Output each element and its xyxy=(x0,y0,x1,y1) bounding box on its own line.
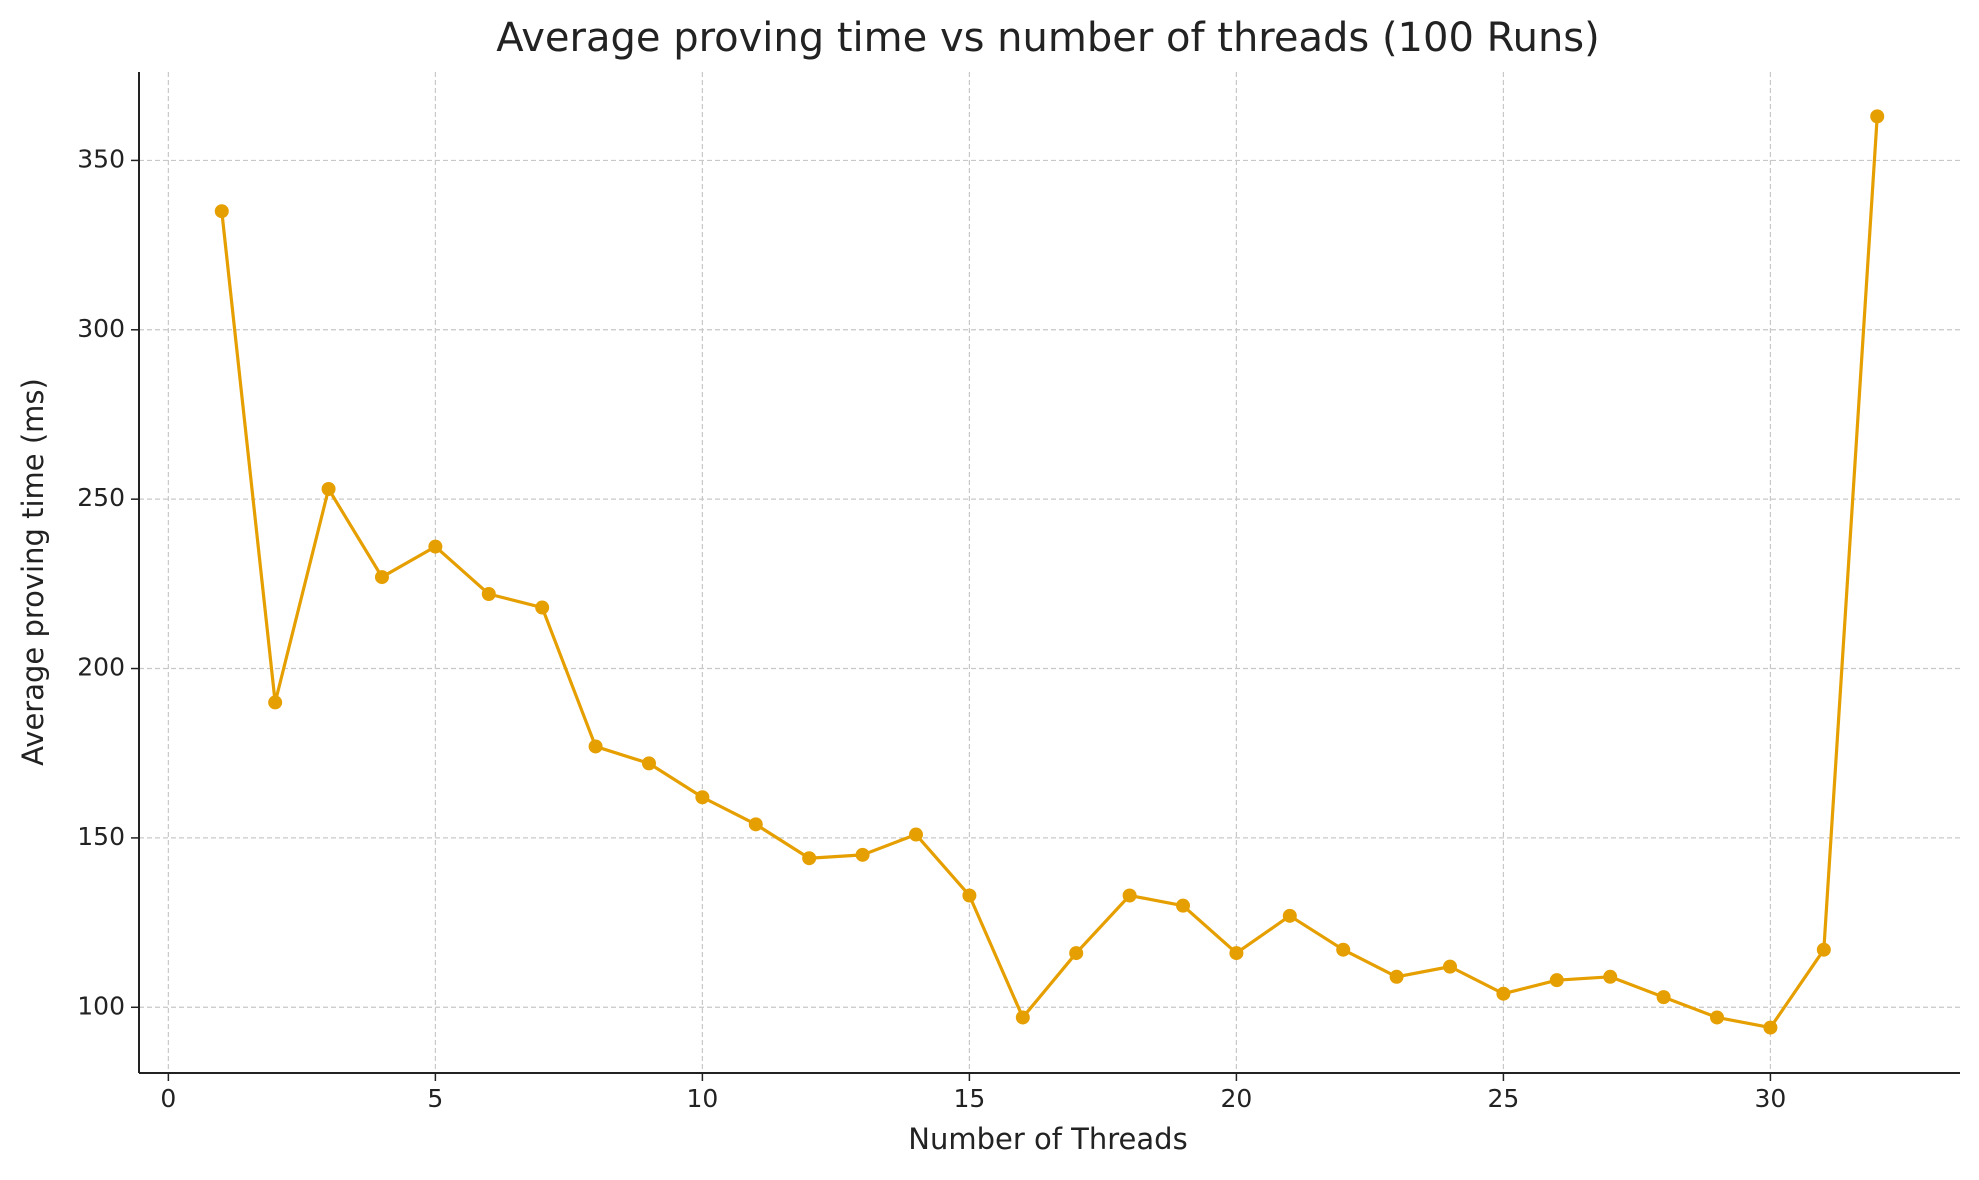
data-point xyxy=(374,570,389,585)
data-point xyxy=(428,539,443,554)
data-point xyxy=(321,481,336,496)
y-tick-label: 200 xyxy=(77,653,125,682)
y-tick-label: 100 xyxy=(77,991,125,1020)
data-point xyxy=(1176,898,1191,913)
data-point xyxy=(481,587,496,602)
data-point xyxy=(1549,973,1564,988)
data-point xyxy=(855,847,870,862)
data-point xyxy=(214,204,229,219)
y-tick-label: 250 xyxy=(77,483,125,512)
data-point xyxy=(1656,990,1671,1005)
data-point xyxy=(1816,942,1831,957)
data-point xyxy=(1122,888,1137,903)
data-point xyxy=(1389,969,1404,984)
y-tick-label: 150 xyxy=(77,822,125,851)
x-tick-label: 10 xyxy=(686,1084,718,1113)
x-tick-label: 20 xyxy=(1220,1084,1252,1113)
chart-title: Average proving time vs number of thread… xyxy=(496,15,1600,61)
y-tick-label: 350 xyxy=(77,144,125,173)
data-point xyxy=(1229,946,1244,961)
y-axis-label: Average proving time (ms) xyxy=(16,378,50,766)
y-tick-label: 300 xyxy=(77,314,125,343)
data-point xyxy=(588,739,603,754)
data-point xyxy=(641,756,656,771)
data-point xyxy=(1603,969,1618,984)
data-line xyxy=(220,116,1879,1030)
data-point xyxy=(535,600,550,615)
x-tick-label: 15 xyxy=(953,1084,985,1113)
data-point xyxy=(268,695,283,710)
data-point xyxy=(1443,959,1458,974)
data-point xyxy=(1336,942,1351,957)
x-axis-label: Number of Threads xyxy=(908,1122,1187,1156)
data-point xyxy=(1496,986,1511,1001)
x-tick-label: 25 xyxy=(1488,1084,1520,1113)
data-point xyxy=(1015,1010,1030,1025)
x-tick-label: 0 xyxy=(160,1084,176,1113)
data-point xyxy=(695,790,710,805)
data-point xyxy=(802,851,817,866)
data-point xyxy=(1069,946,1084,961)
x-tick-label: 30 xyxy=(1755,1084,1787,1113)
data-point xyxy=(1710,1010,1725,1025)
data-point xyxy=(908,827,923,842)
data-point xyxy=(1763,1020,1778,1035)
data-point xyxy=(1870,109,1885,124)
data-point xyxy=(748,817,763,832)
data-point xyxy=(962,888,977,903)
data-point xyxy=(1282,908,1297,923)
x-tick-label: 5 xyxy=(427,1084,443,1113)
